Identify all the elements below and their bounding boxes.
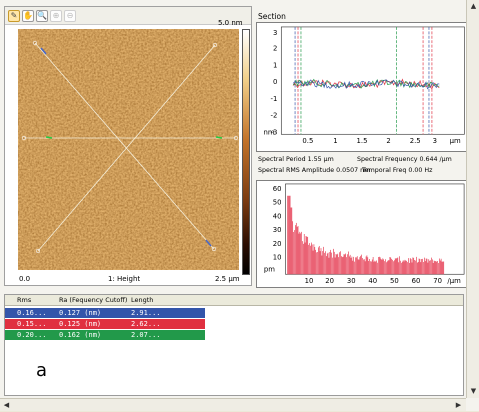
hand-icon[interactable]: ✋ (22, 10, 34, 22)
cell-length: 2.07... (131, 331, 161, 339)
vertical-scrollbar[interactable]: ▲ ▼ (466, 0, 479, 398)
y-tick: 50 (273, 199, 282, 207)
zoom-out-icon[interactable]: ⊖ (64, 10, 76, 22)
image-texture (18, 29, 239, 270)
y-tick: -2 (270, 112, 277, 120)
y-tick: 60 (273, 185, 282, 193)
x-tick: 30 (347, 277, 356, 285)
section-plot-frame (280, 26, 465, 135)
channel-label: 1: Height (108, 275, 141, 283)
y-tick: 1 (273, 61, 277, 69)
line-handle[interactable] (35, 248, 41, 254)
cell-length: 2.91... (131, 309, 161, 317)
cell-ra: 0.162 (nm) (59, 331, 102, 339)
scroll-left-icon[interactable]: ◀ (3, 401, 10, 409)
spectrum-plot-frame (285, 183, 465, 275)
x-tick: 20 (325, 277, 334, 285)
x-tick: 2.5 (410, 137, 421, 145)
section-line-blue[interactable] (34, 42, 215, 250)
line-handle[interactable] (212, 42, 218, 48)
section-line-red[interactable] (37, 44, 216, 252)
image-panel: ✎ ✋ 🔍 ⊕ ⊖ (4, 6, 252, 286)
section-profile-trace (292, 79, 440, 90)
header-rms[interactable]: Rms (17, 296, 32, 304)
x-tick: 2 (386, 137, 390, 145)
x-tick: 70 (433, 277, 442, 285)
y-tick: 20 (273, 240, 282, 248)
y-tick: 0 (273, 78, 277, 86)
y-tick: 3 (273, 29, 277, 37)
table-row[interactable]: 0.20... 0.162 (nm) 2.07... (5, 330, 205, 340)
x-tick: 1 (333, 137, 337, 145)
x-unit: /µm (447, 277, 461, 285)
table-header: Rms Ra (Fequency Cutoff) Length (5, 295, 463, 306)
y-tick: -3 (270, 128, 277, 136)
cell-length: 2.62... (131, 320, 161, 328)
cursor-marker-green[interactable] (215, 136, 223, 139)
spectrum-bars (287, 195, 445, 275)
section-profile-plot[interactable]: 3 2 1 0 -1 -2 -3 nm 0.5 1 1.5 2 2.5 3 (256, 22, 470, 152)
x-axis-end: 2.5 µm (215, 275, 240, 283)
section-x-axis: 0.5 1 1.5 2 2.5 3 µm (302, 137, 461, 145)
scale-max-label: 5.0 nm (218, 19, 243, 27)
y-tick: 40 (273, 212, 282, 220)
spectrum-y-axis: 60 50 40 30 20 10 pm (264, 185, 282, 273)
section-title: Section (258, 12, 286, 21)
x-tick: 10 (305, 277, 314, 285)
temporal-frequency: Temporal Freq 0.00 Hz (362, 167, 433, 174)
scroll-right-icon[interactable]: ▶ (455, 401, 462, 409)
y-tick: -1 (270, 95, 277, 103)
cursor-marker-green[interactable] (45, 136, 53, 139)
x-tick: 60 (412, 277, 421, 285)
cursor-marker-blue[interactable] (205, 239, 212, 247)
spectrum-plot[interactable]: 60 50 40 30 20 10 pm 10 20 30 40 50 60 7… (256, 180, 470, 288)
y-tick: 30 (273, 226, 282, 234)
figure-label: a (36, 360, 48, 381)
spectral-frequency: Spectral Frequency 0.644 /µm (357, 156, 452, 163)
spectrum-x-axis: 10 20 30 40 50 60 70 /µm (305, 277, 461, 285)
spectral-period: Spectral Period 1.55 µm (258, 156, 334, 163)
line-handle[interactable] (32, 40, 38, 46)
y-unit: pm (264, 265, 275, 273)
x-tick: 40 (368, 277, 377, 285)
image-toolbar: ✎ ✋ 🔍 ⊕ ⊖ (5, 7, 251, 25)
horizontal-scrollbar[interactable]: ◀ ▶ (0, 398, 466, 411)
y-tick: 10 (273, 254, 282, 262)
cell-rms: 0.16... (17, 309, 47, 317)
cell-ra: 0.127 (nm) (59, 309, 102, 317)
spectral-rms-amplitude: Spectral RMS Amplitude 0.0507 nm (258, 167, 371, 174)
line-handle[interactable] (211, 246, 217, 252)
afm-height-image[interactable] (18, 29, 239, 270)
section-cursors (294, 26, 433, 135)
table-row[interactable]: 0.15... 0.125 (nm) 2.62... (5, 319, 205, 329)
header-ra[interactable]: Ra (Fequency Cutoff) (59, 296, 128, 304)
x-unit: µm (450, 137, 461, 145)
line-handle[interactable] (233, 135, 239, 141)
y-unit: nm (264, 128, 275, 136)
zoom-icon[interactable]: 🔍 (36, 10, 48, 22)
y-tick: 2 (273, 45, 277, 53)
cell-ra: 0.125 (nm) (59, 320, 102, 328)
cursor-marker-blue[interactable] (40, 47, 47, 55)
zoom-in-icon[interactable]: ⊕ (50, 10, 62, 22)
pencil-icon[interactable]: ✎ (8, 10, 20, 22)
results-table: Rms Ra (Fequency Cutoff) Length 0.16... … (4, 294, 464, 396)
cell-rms: 0.20... (17, 331, 47, 339)
line-handle[interactable] (21, 135, 27, 141)
x-tick: 0.5 (302, 137, 313, 145)
x-tick: 1.5 (357, 137, 368, 145)
x-tick: 3 (433, 137, 437, 145)
x-axis-start: 0.0 (19, 275, 31, 283)
header-length[interactable]: Length (131, 296, 154, 304)
x-tick: 50 (390, 277, 399, 285)
section-profiles (292, 78, 440, 90)
height-colorbar (242, 29, 250, 275)
cell-rms: 0.15... (17, 320, 47, 328)
section-y-axis: 3 2 1 0 -1 -2 -3 nm (264, 29, 278, 136)
table-row[interactable]: 0.16... 0.127 (nm) 2.91... (5, 308, 205, 318)
scroll-down-icon[interactable]: ▼ (470, 387, 477, 395)
scroll-up-icon[interactable]: ▲ (470, 2, 477, 10)
